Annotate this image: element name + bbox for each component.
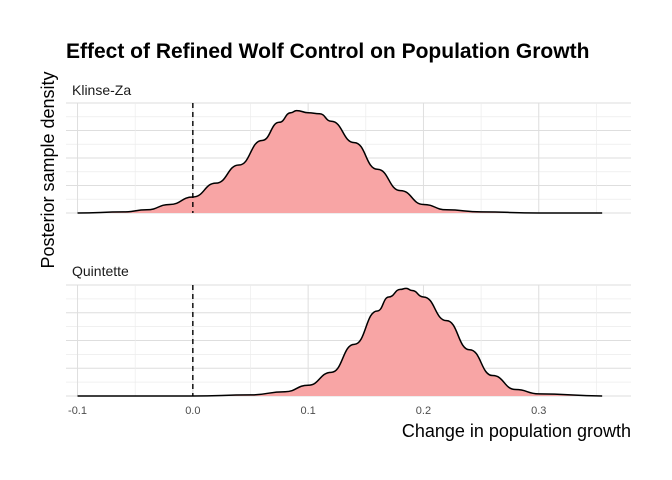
density-area-quintette	[77, 288, 603, 396]
x-axis-ticks: -0.1 0.0 0.1 0.2 0.3	[68, 405, 546, 417]
y-axis-title: Posterior sample density	[38, 71, 58, 268]
chart-title: Effect of Refined Wolf Control on Popula…	[66, 40, 589, 63]
panel-klinse-za: Klinse-Za	[66, 82, 631, 214]
density-line-klinse-za	[77, 109, 603, 214]
panel-label-klinse-za: Klinse-Za	[72, 82, 131, 98]
x-tick-label: -0.1	[68, 405, 87, 417]
panel-quintette: Quintette	[66, 263, 631, 397]
panel-label-quintette: Quintette	[72, 263, 129, 279]
density-area-klinse-za	[77, 110, 603, 213]
panels: Klinse-Za Quintette	[66, 82, 631, 397]
density-line-quintette	[77, 287, 603, 397]
x-axis-title: Change in population growth	[402, 421, 631, 441]
x-tick-label: 0.3	[531, 405, 546, 417]
x-tick-label: 0.2	[416, 405, 431, 417]
x-tick-label: 0.0	[185, 405, 200, 417]
x-tick-label: 0.1	[300, 405, 315, 417]
